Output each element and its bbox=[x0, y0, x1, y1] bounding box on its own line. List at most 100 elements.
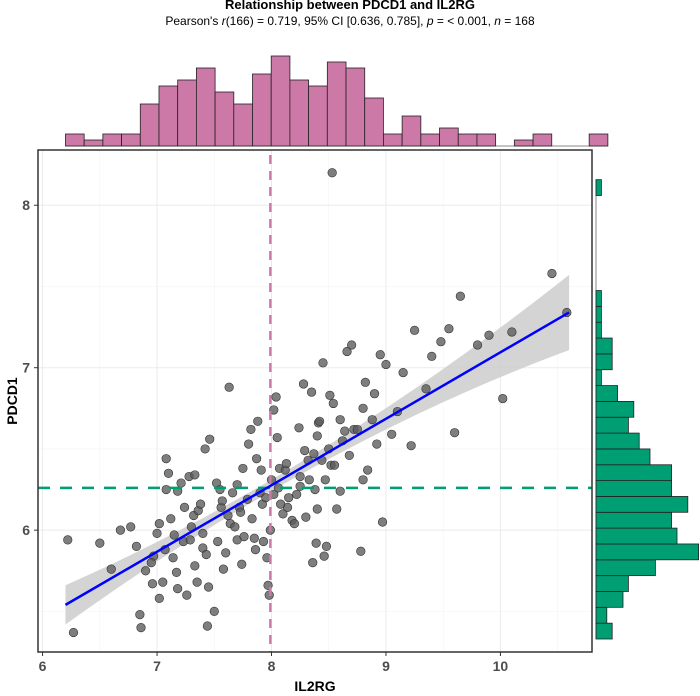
data-point bbox=[375, 350, 385, 360]
data-point bbox=[269, 405, 279, 415]
top-histogram-bar bbox=[289, 79, 310, 147]
x-tick-label: 9 bbox=[382, 658, 390, 674]
top-histogram-bar bbox=[476, 133, 497, 147]
data-point bbox=[209, 606, 219, 616]
data-point bbox=[300, 445, 310, 456]
data-point bbox=[498, 393, 508, 404]
data-point bbox=[272, 432, 282, 443]
side-histogram-bar bbox=[595, 290, 602, 307]
data-point bbox=[63, 535, 73, 545]
data-point bbox=[318, 358, 328, 368]
data-point bbox=[106, 564, 116, 574]
data-point bbox=[249, 533, 259, 543]
data-point bbox=[387, 429, 397, 439]
data-point bbox=[344, 450, 354, 461]
side-histogram-bar bbox=[595, 401, 635, 418]
y-axis-ticks: 6 7 8 bbox=[22, 197, 38, 538]
data-point bbox=[358, 403, 368, 413]
data-point bbox=[372, 439, 382, 449]
top-histogram-bar bbox=[457, 133, 478, 147]
data-point bbox=[218, 564, 229, 574]
data-point bbox=[221, 548, 231, 558]
data-point bbox=[295, 471, 305, 482]
data-point bbox=[306, 387, 317, 397]
data-point bbox=[247, 514, 257, 524]
data-point bbox=[298, 379, 309, 389]
top-histogram-bar bbox=[102, 133, 122, 147]
data-point bbox=[168, 553, 178, 563]
data-point bbox=[472, 340, 483, 350]
data-point bbox=[205, 434, 215, 444]
data-point bbox=[294, 423, 304, 433]
data-point bbox=[244, 439, 254, 449]
side-histogram-bar bbox=[595, 353, 613, 371]
data-point bbox=[154, 593, 164, 603]
data-point bbox=[136, 623, 146, 633]
data-point bbox=[312, 431, 322, 441]
data-point bbox=[289, 519, 299, 529]
data-point bbox=[332, 504, 342, 514]
side-histogram-bar bbox=[595, 591, 624, 608]
data-point bbox=[312, 504, 322, 514]
data-point bbox=[169, 530, 179, 540]
subtitle-r-symbol: r bbox=[221, 14, 226, 28]
data-point bbox=[131, 541, 142, 552]
data-point bbox=[179, 502, 190, 513]
data-point bbox=[367, 415, 377, 425]
data-point bbox=[427, 351, 437, 361]
side-histogram-bar bbox=[595, 511, 672, 529]
x-tick-label: 7 bbox=[153, 658, 161, 674]
x-tick-label: 6 bbox=[39, 658, 47, 674]
data-point bbox=[340, 426, 350, 436]
data-point bbox=[230, 522, 240, 532]
data-point bbox=[217, 496, 227, 506]
top-histogram-bar bbox=[588, 133, 609, 147]
top-histogram-bar bbox=[439, 127, 459, 147]
data-point bbox=[360, 377, 370, 387]
data-point bbox=[320, 475, 330, 485]
side-histogram-bar bbox=[595, 305, 602, 323]
data-point bbox=[406, 441, 416, 451]
data-point bbox=[335, 415, 345, 425]
top-histogram-bar bbox=[532, 133, 553, 147]
side-histogram-bar bbox=[595, 559, 656, 577]
data-point bbox=[377, 517, 388, 527]
chart-subtitle: Pearson's r(166) = 0.719, 95% CI [0.636,… bbox=[0, 14, 700, 28]
top-histogram-bar bbox=[83, 139, 104, 147]
side-histogram-bar bbox=[595, 622, 613, 640]
top-histogram-bar bbox=[326, 61, 347, 147]
data-point bbox=[281, 458, 291, 469]
side-histogram bbox=[595, 179, 699, 640]
side-histogram-bar bbox=[595, 480, 672, 497]
data-point bbox=[398, 367, 408, 378]
top-histogram-bar bbox=[401, 115, 422, 147]
data-point bbox=[450, 428, 460, 438]
top-histogram-bar bbox=[139, 103, 160, 147]
data-point bbox=[201, 549, 211, 560]
side-histogram-bar bbox=[595, 496, 689, 513]
data-point bbox=[347, 340, 357, 350]
chart-title: Relationship between PDCD1 and IL2RG bbox=[225, 0, 475, 12]
data-point bbox=[319, 551, 329, 561]
top-histogram-bar bbox=[121, 133, 141, 147]
data-point bbox=[436, 337, 446, 347]
top-histogram-bar bbox=[364, 97, 384, 147]
data-point bbox=[363, 465, 373, 475]
data-point bbox=[304, 475, 314, 485]
top-histogram-bar bbox=[177, 79, 197, 147]
data-point bbox=[381, 359, 391, 370]
data-point bbox=[176, 478, 186, 488]
data-point bbox=[455, 291, 465, 301]
data-point bbox=[238, 463, 248, 474]
x-axis-title: IL2RG bbox=[294, 678, 335, 694]
data-point bbox=[126, 522, 136, 532]
data-point bbox=[276, 499, 286, 509]
data-point bbox=[215, 484, 225, 495]
data-point bbox=[158, 577, 168, 587]
data-point bbox=[256, 465, 266, 475]
data-point bbox=[161, 484, 171, 495]
x-tick-label: 10 bbox=[493, 658, 509, 674]
subtitle-p-symbol: p bbox=[426, 14, 434, 28]
ci-band-area bbox=[65, 274, 570, 625]
data-point bbox=[195, 499, 206, 509]
